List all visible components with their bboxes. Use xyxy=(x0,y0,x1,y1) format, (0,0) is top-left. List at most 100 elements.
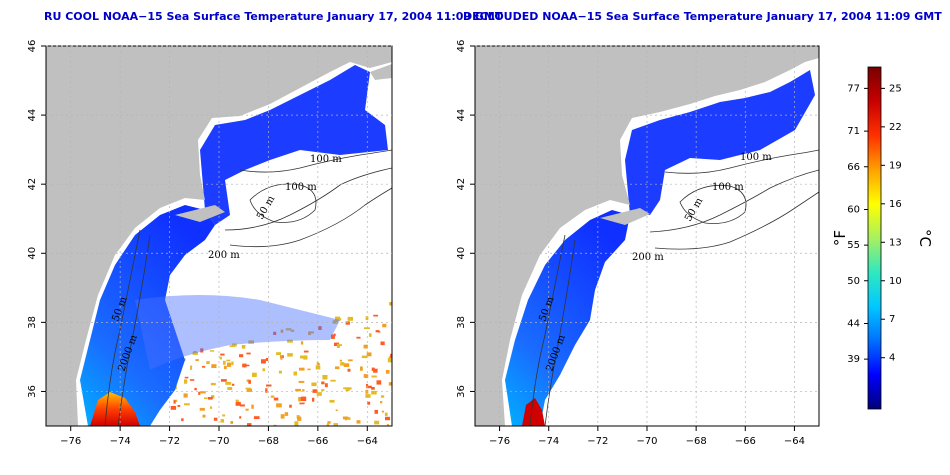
sst-speckle xyxy=(297,416,302,421)
sst-speckle xyxy=(231,383,235,386)
sst-speckle xyxy=(373,314,378,317)
sst-speckle xyxy=(303,355,308,360)
sst-speckle xyxy=(385,369,390,374)
sst-speckle xyxy=(227,387,233,390)
sst-speckle xyxy=(300,355,306,359)
colorbar-gradient xyxy=(867,66,882,410)
sst-speckle xyxy=(308,331,314,334)
lon-tick-label: −72 xyxy=(159,436,180,447)
sst-speckle xyxy=(195,359,199,361)
sst-speckle xyxy=(329,399,335,403)
sst-speckle xyxy=(239,416,242,419)
sst-speckle xyxy=(235,399,239,402)
left-lat-tick-labels: 36 38 40 42 44 46 xyxy=(27,40,38,398)
colorbar-c-label: 13 xyxy=(889,237,902,248)
sst-speckle xyxy=(198,391,201,395)
sst-speckle xyxy=(380,401,383,404)
sst-speckle xyxy=(173,400,176,404)
sst-speckle xyxy=(334,342,339,346)
right-shelf-water xyxy=(505,210,630,426)
sst-speckle xyxy=(239,354,244,358)
sst-speckle xyxy=(248,380,251,384)
sst-speckle xyxy=(289,404,292,408)
sst-speckle xyxy=(262,368,266,372)
sst-speckle xyxy=(189,379,195,381)
sst-speckle xyxy=(321,381,325,385)
celsius-unit-label: °C xyxy=(916,229,934,247)
sst-speckle xyxy=(311,382,317,387)
sst-speckle xyxy=(356,336,361,339)
sst-speckle xyxy=(339,359,343,362)
sst-speckle xyxy=(366,352,372,357)
right-land xyxy=(475,46,819,426)
sst-speckle xyxy=(276,403,282,408)
lat-tick-label: 44 xyxy=(456,109,467,122)
sst-speckle xyxy=(295,388,301,392)
colorbar-c-label: 10 xyxy=(889,276,902,287)
sst-speckle xyxy=(222,414,226,417)
sst-speckle xyxy=(200,348,204,353)
sst-speckle xyxy=(294,421,299,426)
left-grid xyxy=(41,45,392,431)
sst-speckle xyxy=(220,353,225,356)
left-offshore-speckle-band xyxy=(135,295,340,370)
colorbar-c-label: 4 xyxy=(889,353,895,364)
sst-speckle xyxy=(377,331,381,333)
sst-speckle xyxy=(324,383,328,388)
sst-speckle xyxy=(273,331,277,335)
sst-speckle xyxy=(312,397,315,402)
colorbar-f-label: 71 xyxy=(847,126,860,137)
colorbar-c-label: 22 xyxy=(889,122,902,133)
lon-tick-label: −74 xyxy=(538,436,559,447)
sst-speckle xyxy=(241,345,246,349)
sst-speckle xyxy=(302,389,305,392)
sst-speckle xyxy=(300,341,304,345)
lat-tick-label: 46 xyxy=(456,40,467,53)
sst-speckle xyxy=(199,407,205,411)
sst-speckle xyxy=(365,374,369,379)
sst-speckle xyxy=(223,360,226,365)
lon-tick-label: −64 xyxy=(784,436,805,447)
colorbar-celsius-ticks: 25 22 19 16 13 10 7 4 xyxy=(881,83,902,364)
sst-speckle xyxy=(194,387,197,391)
sst-speckle xyxy=(227,362,232,367)
colorbar-f-label: 55 xyxy=(847,240,860,251)
sst-speckle xyxy=(206,361,210,365)
left-warm-speckles xyxy=(150,270,392,426)
sst-speckle xyxy=(207,397,213,400)
sst-speckle xyxy=(287,339,293,343)
left-panel-title: RU COOL NOAA−15 Sea Surface Temperature … xyxy=(44,10,503,23)
left-shelf-water xyxy=(80,205,215,426)
lon-tick-label: −70 xyxy=(636,436,657,447)
sst-speckle xyxy=(317,363,320,365)
sst-speckle xyxy=(270,395,275,398)
sst-speckle xyxy=(285,328,292,331)
colorbar-c-label: 25 xyxy=(889,83,902,94)
sst-speckle xyxy=(347,368,351,372)
sst-speckle xyxy=(380,395,385,398)
sst-speckle xyxy=(293,371,298,376)
sst-speckle xyxy=(367,401,371,405)
lon-tick-label: −64 xyxy=(357,436,378,447)
lon-tick-label: −76 xyxy=(489,436,510,447)
sst-speckle xyxy=(343,387,349,390)
lat-tick-label: 42 xyxy=(456,178,467,191)
left-gulf-of-maine-water xyxy=(200,65,388,225)
sst-speckle xyxy=(184,376,189,379)
sst-speckle xyxy=(316,392,322,396)
sst-speckle xyxy=(243,364,250,367)
sst-speckle xyxy=(235,402,241,406)
lon-tick-label: −66 xyxy=(307,436,328,447)
sst-speckle xyxy=(364,327,370,329)
sst-speckle xyxy=(390,353,392,358)
sst-speckle xyxy=(381,410,385,413)
lon-tick-label: −66 xyxy=(735,436,756,447)
sst-speckle xyxy=(193,351,197,353)
sst-speckle xyxy=(363,344,368,349)
sst-speckle xyxy=(223,365,227,370)
right-warm-core xyxy=(522,398,545,426)
sst-speckle xyxy=(184,403,190,406)
sst-speckle xyxy=(265,388,268,393)
sst-speckle xyxy=(246,388,252,392)
lat-tick-label: 36 xyxy=(456,385,467,398)
